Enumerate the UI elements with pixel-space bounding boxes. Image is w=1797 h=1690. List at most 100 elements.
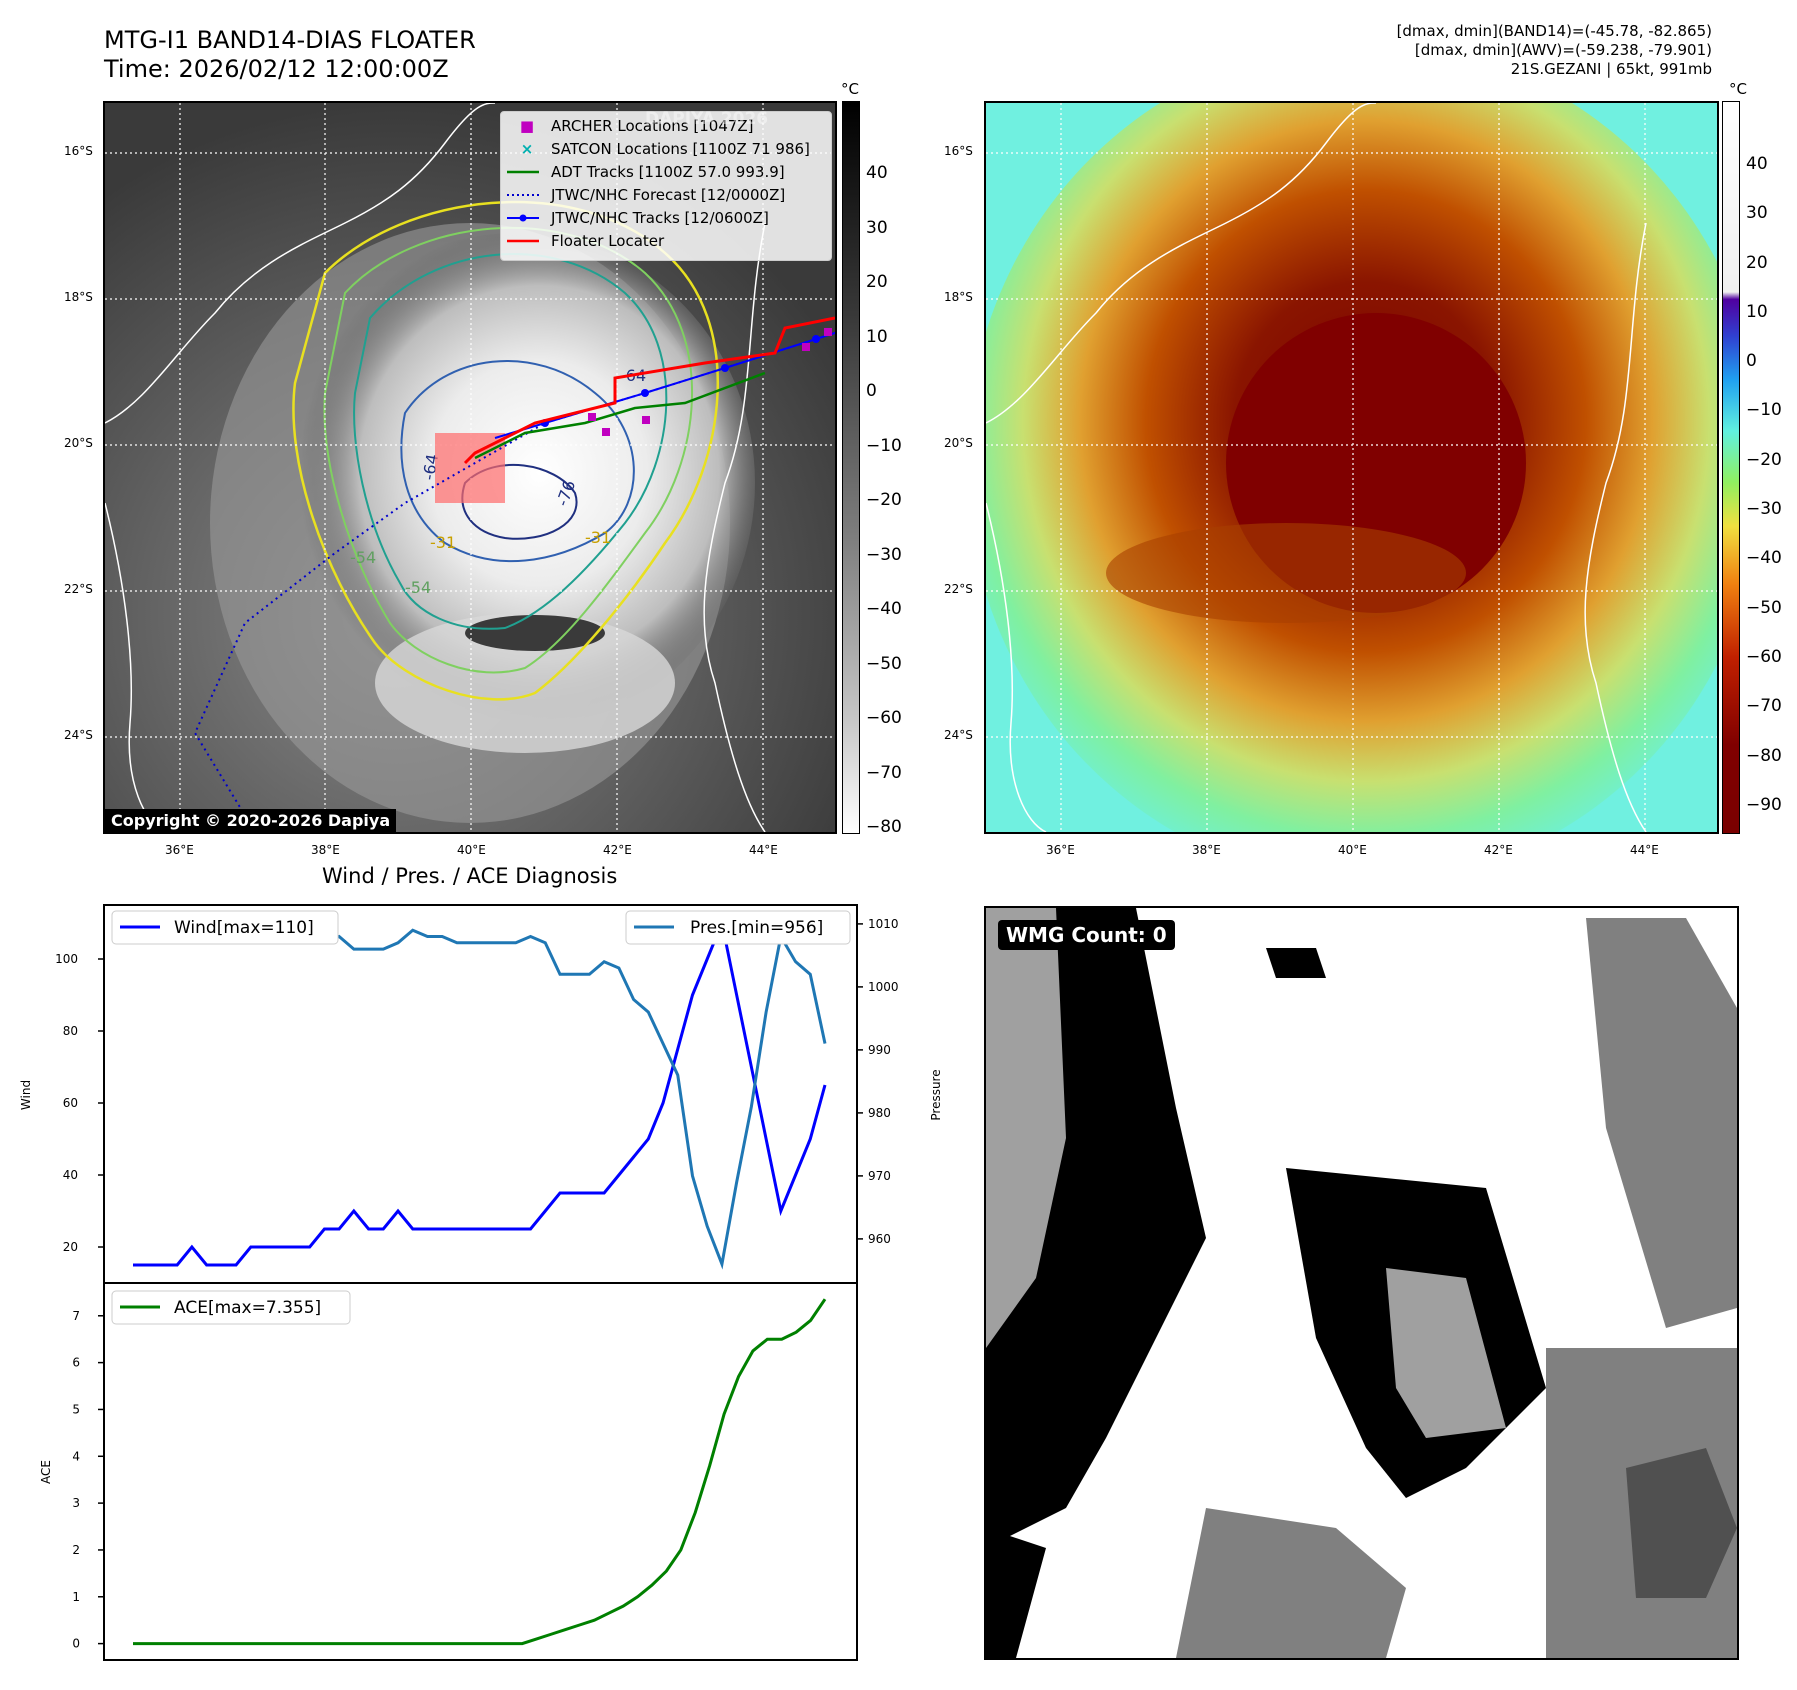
contour-blue	[400, 359, 635, 563]
dotted-line-icon	[503, 186, 551, 204]
wind-pres-frame	[103, 904, 858, 1284]
lat-label: 22°S	[64, 582, 93, 596]
cb-tick: 0	[866, 381, 877, 401]
cb-tick: −10	[1746, 400, 1782, 421]
colorbar-right-unit: °C	[1729, 80, 1747, 98]
copyright: Copyright © 2020-2026 Dapiya	[105, 809, 397, 832]
wind-tick-label: 80	[63, 1024, 78, 1038]
pressure-tick-label: 970	[868, 1169, 891, 1183]
ace-tick-label: 0	[72, 1637, 80, 1651]
lon-label: 38°E	[311, 843, 340, 857]
legend-item-floater: Floater Locater	[503, 229, 831, 252]
lon-label: 44°E	[749, 843, 778, 857]
lat-label: 16°S	[64, 144, 93, 158]
dot-line-icon	[503, 209, 551, 227]
wind-axis: 20 40 60 80 100	[55, 952, 104, 1254]
cb-tick: −40	[1746, 548, 1782, 569]
wmg-count-label: WMG Count: 0	[998, 920, 1175, 950]
lon-label: 40°E	[457, 843, 486, 857]
legend-item-satcon: × SATCON Locations [1100Z 71 986]	[503, 137, 831, 160]
ace-legend-label: ACE[max=7.355]	[174, 1298, 321, 1318]
wind-axis-label: Wind	[19, 1080, 33, 1110]
colorbar-left-unit: °C	[841, 80, 859, 98]
ace-tick-label: 3	[72, 1496, 80, 1510]
colorbar-left-ticks: 40 30 20 10 0 −10 −20 −30 −40 −50 −60 −7…	[866, 146, 902, 855]
ir-map-panel: -64 -64 -76 -31 -31 -54 -54	[103, 101, 837, 834]
ace-axis: 0 1 2 3 4 5 6 7	[72, 1309, 104, 1651]
legend-item-forecast: JTWC/NHC Forecast [12/0000Z]	[503, 183, 831, 206]
lat-label: 22°S	[944, 582, 973, 596]
ace-tick-label: 1	[72, 1590, 80, 1604]
cb-tick: 20	[1746, 252, 1768, 273]
coastline-madagascar	[1584, 222, 1647, 832]
ace-axis-label: ACE	[39, 1460, 53, 1484]
pressure-legend-label: Pres.[min=956]	[690, 918, 823, 938]
pressure-tick-label: 990	[868, 1043, 891, 1057]
cb-tick: 0	[1746, 351, 1757, 372]
cb-tick: −10	[866, 435, 902, 456]
wmg-eye	[1386, 1268, 1506, 1438]
wmg-black-region	[986, 908, 1206, 1548]
storm-info: [dmax, dmin](BAND14)=(-45.78, -82.865) […	[1397, 22, 1712, 79]
cb-tick: 40	[1746, 154, 1768, 174]
cb-tick: −60	[1746, 646, 1782, 667]
ace-tick-label: 5	[72, 1402, 80, 1416]
cb-tick: −50	[1746, 597, 1782, 618]
pressure-tick-label: 960	[868, 1232, 891, 1246]
contour-label: -54	[405, 578, 431, 597]
lat-label: 20°S	[64, 436, 93, 450]
cb-tick: −20	[866, 490, 902, 510]
lat-label: 24°S	[64, 728, 93, 742]
diagnosis-title: Wind / Pres. / ACE Diagnosis	[322, 864, 618, 888]
wmg-panel: WMG Count: 0	[984, 906, 1739, 1660]
pressure-tick-label: 1000	[868, 980, 899, 994]
awv-band	[1106, 523, 1466, 623]
adt-track	[474, 371, 766, 460]
cb-tick: −20	[1746, 449, 1782, 470]
wmg-black-south	[986, 1528, 1046, 1658]
cb-tick: −40	[866, 599, 902, 619]
coastline-madagascar	[703, 222, 766, 832]
wind-series-line	[133, 917, 827, 1267]
ace-legend	[111, 1290, 351, 1325]
ace-tick-label: 2	[72, 1543, 80, 1557]
line-marker-icon	[503, 232, 551, 250]
title-line-1: MTG-I1 BAND14-DIAS FLOATER	[104, 26, 476, 54]
jtwc-points	[541, 335, 820, 427]
cb-tick: −80	[866, 817, 902, 837]
watermark: DAPIYA 2026	[645, 109, 769, 129]
cb-tick: −80	[1746, 745, 1782, 766]
lon-label: 42°E	[603, 843, 632, 857]
lat-label: 18°S	[64, 290, 93, 304]
ace-tick-label: 7	[72, 1309, 80, 1323]
lat-label: 20°S	[944, 436, 973, 450]
lon-label: 44°E	[1630, 843, 1659, 857]
ace-tick-label: 4	[72, 1449, 80, 1463]
contour-label: -54	[350, 548, 376, 567]
pressure-tick-label: 980	[868, 1106, 891, 1120]
cb-tick: −30	[866, 544, 902, 565]
wmg-gray-east	[1586, 918, 1737, 1328]
cb-tick: −50	[866, 653, 902, 674]
cb-tick: −60	[866, 708, 902, 728]
lon-label: 36°E	[1046, 843, 1075, 857]
cloud-band-south	[375, 613, 675, 753]
legend-label: ADT Tracks [1100Z 57.0 993.9]	[551, 162, 785, 181]
wind-tick-label: 100	[55, 952, 78, 966]
wmg-dark-patch	[1626, 1448, 1737, 1598]
cb-tick: −70	[866, 762, 902, 783]
gridlines	[986, 103, 1717, 832]
cb-tick: −70	[1746, 696, 1782, 717]
archer-points	[588, 328, 832, 436]
wmg-map	[986, 908, 1737, 1658]
lat-label: 18°S	[944, 290, 973, 304]
colorbar-right-ticks: 40 30 20 10 0 −10 −20 −30 −40 −50 −60 −7…	[1746, 140, 1782, 830]
contour-label: -31	[430, 533, 456, 552]
cb-tick: −90	[1746, 794, 1782, 815]
pressure-axis-label: Pressure	[929, 1069, 943, 1120]
ace-series-line	[133, 1298, 827, 1646]
colorbar-left	[842, 101, 860, 834]
legend-label: SATCON Locations [1100Z 71 986]	[551, 139, 810, 158]
legend-label: Floater Locater	[551, 231, 665, 250]
cb-tick: 20	[866, 272, 888, 292]
